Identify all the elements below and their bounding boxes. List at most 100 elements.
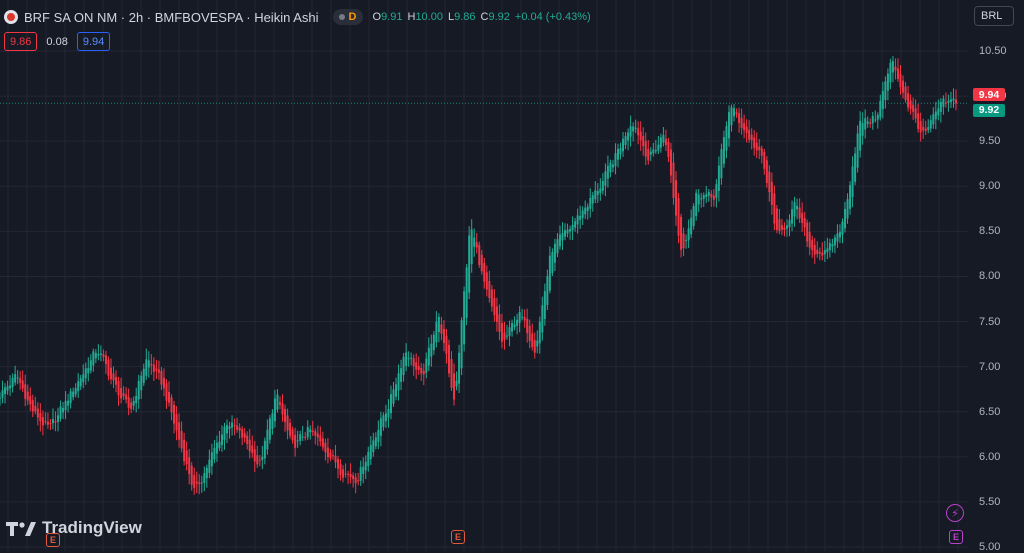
- candle-body: [667, 141, 670, 158]
- candle-body: [6, 386, 9, 391]
- candle-body: [808, 232, 811, 248]
- candle-body: [912, 104, 915, 112]
- candle-body: [157, 369, 160, 373]
- candle-body: [720, 149, 723, 179]
- candle-body: [440, 324, 443, 334]
- ohlc-low: L9.86: [447, 11, 476, 23]
- candle-body: [238, 427, 241, 431]
- candle-body: [435, 321, 438, 343]
- candle-body: [662, 135, 665, 143]
- candle-body: [304, 437, 307, 439]
- candle-body: [558, 234, 561, 247]
- candle-body: [407, 358, 410, 360]
- candle-body: [442, 329, 445, 343]
- candle-body: [627, 132, 630, 141]
- candle-body: [652, 149, 655, 154]
- candle-body: [854, 153, 857, 182]
- candle-body: [41, 417, 44, 426]
- candle-body: [606, 165, 609, 179]
- candle-body: [185, 450, 188, 465]
- candle-body: [117, 380, 120, 396]
- candle-body: [521, 316, 524, 318]
- candle-body: [268, 418, 271, 440]
- candle-body: [44, 421, 47, 423]
- candle-body: [634, 127, 637, 129]
- candle-body: [614, 153, 617, 167]
- candle-body: [574, 221, 577, 228]
- candle-body: [508, 327, 511, 336]
- candle-body: [362, 466, 365, 475]
- candle-body: [357, 480, 360, 482]
- candle-body: [168, 391, 171, 403]
- candle-body: [798, 207, 801, 219]
- price-change: +0.04 (+0.43%): [514, 11, 591, 23]
- candle-body: [695, 192, 698, 217]
- candle-body: [102, 354, 105, 357]
- candle-body: [932, 114, 935, 125]
- candle-body: [425, 358, 428, 373]
- earnings-icon[interactable]: E: [451, 530, 465, 544]
- candle-body: [251, 445, 254, 453]
- candle-body: [231, 422, 234, 428]
- candle-body: [780, 225, 783, 230]
- candle-body: [707, 192, 710, 196]
- market-status-badge[interactable]: D: [332, 9, 363, 25]
- candle-body: [833, 237, 836, 246]
- candle-body: [135, 395, 138, 404]
- candle-body: [924, 128, 927, 132]
- candle-body: [468, 235, 471, 293]
- candle-body: [859, 120, 862, 151]
- candle-body: [460, 320, 463, 369]
- earnings-icon[interactable]: E: [949, 530, 963, 544]
- candle-body: [599, 188, 602, 193]
- candle-body: [127, 397, 130, 408]
- candle-body: [258, 459, 261, 461]
- candle-body: [455, 380, 458, 387]
- candle-body: [765, 160, 768, 183]
- candle-body: [109, 367, 112, 380]
- candle-body: [705, 194, 708, 198]
- symbol-title[interactable]: BRF SA ON NM · 2h · BMFBOVESPA · Heikin …: [24, 9, 319, 25]
- candle-body: [415, 362, 418, 370]
- candle-body: [702, 195, 705, 199]
- candle-body: [107, 359, 110, 376]
- earnings-icon[interactable]: E: [46, 533, 60, 547]
- candle-body: [498, 314, 501, 332]
- candle-body: [208, 459, 211, 473]
- tradingview-logo[interactable]: TradingView: [6, 518, 142, 538]
- candle-body: [220, 434, 223, 445]
- market-status-icon: [338, 14, 345, 20]
- currency-button[interactable]: BRL: [974, 6, 1014, 26]
- candle-body: [432, 334, 435, 351]
- candle-body: [664, 138, 667, 146]
- candle-body: [483, 263, 486, 282]
- candle-body: [137, 380, 140, 400]
- candle-body: [374, 437, 377, 447]
- candle-body: [536, 340, 539, 347]
- candle-body: [493, 297, 496, 315]
- candle-body: [639, 131, 642, 141]
- candle-body: [692, 206, 695, 227]
- ohlc-close: C9.92: [480, 11, 510, 23]
- candle-body: [51, 419, 54, 424]
- candle-body: [195, 481, 198, 484]
- price-axis-label: 8.00: [979, 270, 1001, 283]
- sell-price-button[interactable]: 9.86: [4, 32, 38, 51]
- price-tag: 9.92: [973, 103, 1005, 117]
- candle-body: [243, 433, 246, 438]
- candle-body: [831, 244, 834, 247]
- buy-price-button[interactable]: 9.94: [76, 32, 111, 51]
- candle-body: [203, 473, 206, 483]
- candle-body: [730, 107, 733, 126]
- candle-body: [430, 343, 433, 357]
- candle-body: [344, 473, 347, 475]
- candle-body: [907, 93, 910, 108]
- bolt-icon[interactable]: ⚡: [946, 504, 964, 522]
- candle-body: [11, 378, 14, 387]
- candle-body: [422, 370, 425, 375]
- candle-body: [324, 442, 327, 453]
- candle-body: [276, 394, 279, 410]
- candle-body: [342, 469, 345, 478]
- candle-body: [0, 397, 1, 399]
